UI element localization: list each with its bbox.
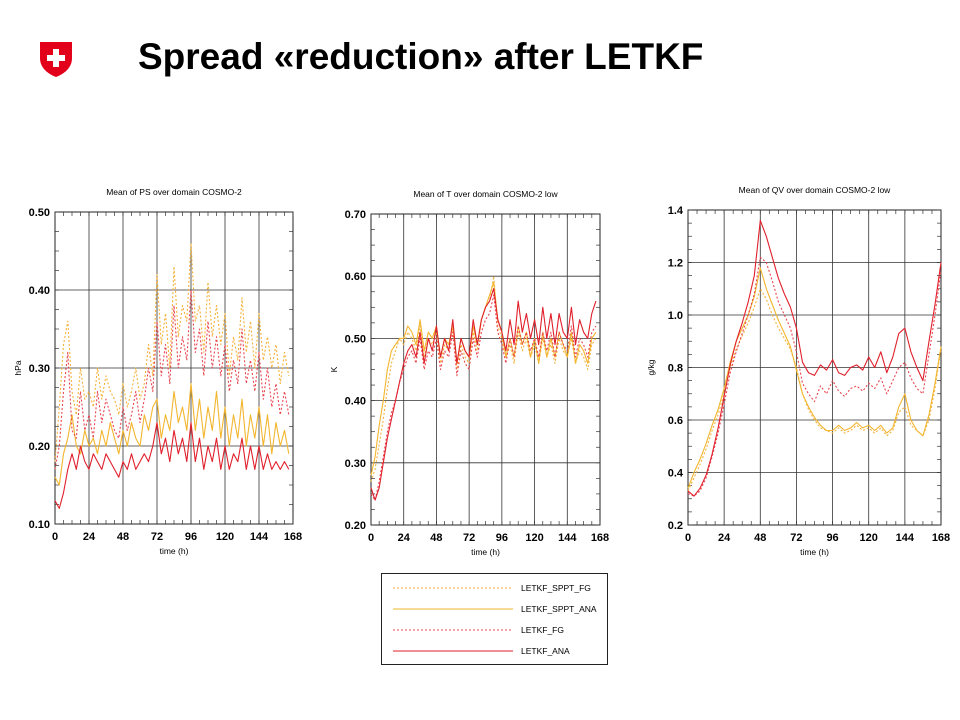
x-tick-label: 168 bbox=[284, 531, 302, 543]
series-line-letkf-sppt-fg bbox=[370, 275, 597, 482]
cross-horizontal-bar bbox=[47, 55, 65, 61]
series-line-letkf-sppt-fg bbox=[687, 288, 942, 492]
y-axis-label: K bbox=[329, 366, 339, 372]
x-tick-label: 72 bbox=[463, 532, 475, 544]
y-axis-label: hPa bbox=[13, 360, 23, 375]
x-tick-label: 0 bbox=[368, 532, 374, 544]
y-tick-label: 0.6 bbox=[668, 415, 683, 427]
x-tick-label: 168 bbox=[591, 532, 609, 544]
x-tick-label: 48 bbox=[754, 532, 766, 544]
y-tick-label: 0.10 bbox=[29, 519, 50, 531]
x-tick-label: 0 bbox=[52, 531, 58, 543]
chart-panel-t: Mean of T over domain COSMO-2 low 0 24 48 72… bbox=[326, 172, 616, 572]
y-tick-label: 0.20 bbox=[345, 520, 366, 532]
y-tick-label: 0.30 bbox=[345, 458, 366, 470]
y-tick-label: 0.8 bbox=[668, 363, 683, 375]
legend-label: LETKF_SPPT_ANA bbox=[521, 604, 597, 614]
y-axis-label: g/kg bbox=[646, 359, 656, 375]
legend-label: LETKF_FG bbox=[521, 625, 564, 635]
x-tick-label: 144 bbox=[250, 531, 269, 543]
x-tick-label: 72 bbox=[151, 531, 163, 543]
chart-panel-ps: Mean of PS over domain COSMO-2 0 24 48 72 96 1… bbox=[13, 172, 306, 572]
legend-svg: LETKF_SPPT_FG LETKF_SPPT_ANA LETKF_FG LETKF… bbox=[381, 573, 608, 665]
y-tick-label: 0.40 bbox=[345, 396, 366, 408]
series-line-letkf-fg bbox=[687, 256, 942, 497]
x-axis-label: time (h) bbox=[800, 547, 829, 557]
chart-ps: Mean of PS over domain COSMO-2 0 24 48 72 96 1… bbox=[13, 187, 302, 556]
series-line-letkf-sppt-ana bbox=[370, 281, 597, 476]
plot-frame bbox=[370, 213, 601, 526]
series-line-letkf-sppt-ana bbox=[687, 267, 942, 489]
chart-title: Mean of T over domain COSMO-2 low bbox=[413, 189, 558, 199]
y-tick-label: 0.20 bbox=[29, 441, 50, 453]
slide-title: Spread «reduction» after LETKF bbox=[138, 36, 704, 77]
x-tick-label: 48 bbox=[117, 531, 129, 543]
x-tick-label: 120 bbox=[216, 531, 234, 543]
chart-title: Mean of QV over domain COSMO-2 low bbox=[739, 185, 892, 195]
y-tick-label: 0.50 bbox=[345, 333, 366, 345]
x-tick-label: 24 bbox=[83, 531, 96, 543]
x-tick-label: 96 bbox=[496, 532, 508, 544]
x-tick-label: 144 bbox=[558, 532, 577, 544]
x-tick-label: 72 bbox=[790, 532, 802, 544]
legend-label: LETKF_SPPT_FG bbox=[521, 583, 591, 593]
legend-label: LETKF_ANA bbox=[521, 646, 570, 656]
x-tick-label: 120 bbox=[860, 532, 878, 544]
y-tick-label: 0.60 bbox=[345, 271, 366, 283]
series-line-letkf-sppt-ana bbox=[54, 383, 290, 486]
series-line-letkf-ana bbox=[370, 288, 597, 501]
x-tick-label: 24 bbox=[398, 532, 411, 544]
x-tick-label: 96 bbox=[185, 531, 197, 543]
x-axis-label: time (h) bbox=[160, 546, 189, 556]
x-tick-label: 24 bbox=[718, 532, 731, 544]
series-line-letkf-sppt-fg bbox=[54, 242, 290, 462]
chart-title: Mean of PS over domain COSMO-2 bbox=[106, 187, 242, 197]
series-line-letkf-ana bbox=[687, 219, 942, 497]
chart-panel-qv: Mean of QV over domain COSMO-2 low 0 24 48 7… bbox=[644, 172, 950, 572]
y-tick-label: 0.40 bbox=[29, 285, 50, 297]
x-tick-label: 48 bbox=[430, 532, 442, 544]
chart-t: Mean of T over domain COSMO-2 low 0 24 48 72… bbox=[329, 189, 609, 557]
y-tick-label: 1.4 bbox=[668, 205, 684, 217]
x-tick-label: 0 bbox=[685, 532, 691, 544]
y-tick-label: 0.4 bbox=[668, 468, 684, 480]
swiss-cross-icon bbox=[40, 42, 72, 77]
x-axis-label: time (h) bbox=[471, 547, 500, 557]
y-tick-label: 1.2 bbox=[668, 258, 683, 270]
series-line-letkf-fg bbox=[370, 294, 597, 501]
legend: LETKF_SPPT_FG LETKF_SPPT_ANA LETKF_FG LETKF… bbox=[381, 573, 608, 665]
x-tick-label: 96 bbox=[826, 532, 838, 544]
chart-qv: Mean of QV over domain COSMO-2 low 0 24 48 7… bbox=[646, 185, 950, 557]
x-tick-label: 120 bbox=[525, 532, 543, 544]
x-tick-label: 144 bbox=[896, 532, 915, 544]
legend-box bbox=[381, 573, 608, 665]
x-tick-label: 168 bbox=[932, 532, 950, 544]
y-tick-label: 0.2 bbox=[668, 520, 683, 532]
y-tick-label: 1.0 bbox=[668, 310, 683, 322]
y-tick-label: 0.50 bbox=[29, 207, 50, 219]
y-tick-label: 0.70 bbox=[345, 209, 366, 221]
y-tick-label: 0.30 bbox=[29, 363, 50, 375]
series-line-letkf-ana bbox=[54, 422, 290, 509]
